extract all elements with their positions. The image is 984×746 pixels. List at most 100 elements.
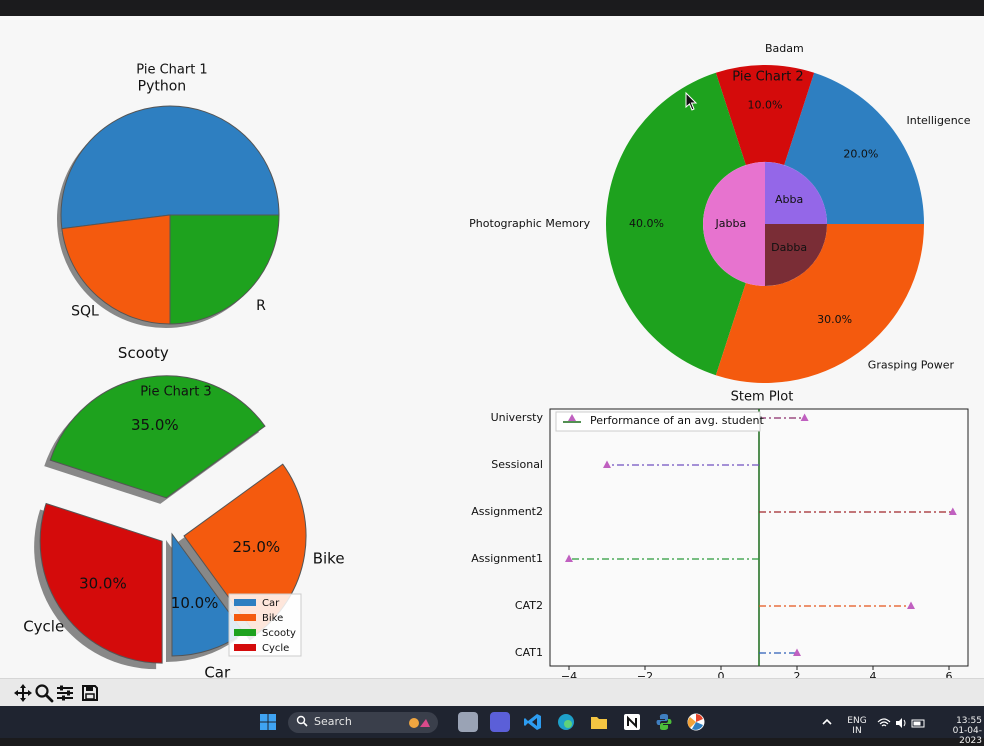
pie2-pct-photographic-memory: 40.0% <box>629 217 664 230</box>
search-highlight-icon <box>409 718 430 728</box>
stem-ytick-assignment1: Assignment1 <box>471 552 543 565</box>
pie2-label-badam: Badam <box>765 42 804 55</box>
pie3-wedge-cycle <box>39 502 163 664</box>
pie2-outer-wedge-photographic-memory <box>606 72 746 376</box>
python-icon[interactable] <box>654 712 674 732</box>
screen: Python SQL R Pie Chart 1 20.0% Intelligence 10… <box>0 16 984 706</box>
notion-icon[interactable] <box>622 712 642 732</box>
edge-icon[interactable] <box>556 712 576 732</box>
figure-canvas: Python SQL R Pie Chart 1 20.0% Intelligence 10… <box>23 42 971 678</box>
stem-marker-assignment2 <box>948 507 957 515</box>
pie3-legend-label-cycle: Cycle <box>262 643 289 654</box>
pie2-outer-wedge-grasping-power <box>715 224 924 383</box>
mouse-cursor-icon <box>685 91 698 111</box>
stem-marker-cat2 <box>907 601 915 609</box>
stem-title: Stem Plot <box>731 390 794 405</box>
system-tray-icons[interactable] <box>876 715 928 729</box>
pie2-outer-wedge-badam <box>715 64 815 166</box>
pie2-label-intelligence: Intelligence <box>906 114 970 127</box>
stem-xtick-label: −4 <box>561 670 577 678</box>
start-icon[interactable] <box>258 712 278 732</box>
stem-marker-assignment1 <box>565 554 573 562</box>
pie1-label-r: R <box>256 298 266 314</box>
pie3-pct-bike: 25.0% <box>233 538 281 556</box>
language-code: ENG <box>847 716 867 726</box>
pie1-wedge-python <box>60 105 280 230</box>
pie3-wedge-scooty <box>49 375 266 499</box>
pie2-pct-intelligence: 20.0% <box>843 147 878 160</box>
chevron-up-icon[interactable] <box>820 714 834 728</box>
file-explorer-icon[interactable] <box>589 712 609 732</box>
stem-ytick-sessional: Sessional <box>491 458 543 471</box>
pie3-legend-swatch-car <box>234 599 256 606</box>
pie2-outer-wedge-intelligence <box>784 72 924 224</box>
pie2-pct-grasping-power: 30.0% <box>817 313 852 326</box>
pie3-label-car: Car <box>204 664 231 678</box>
pie3-title: Pie Chart 3 <box>140 385 211 400</box>
pie2-pct-badam: 10.0% <box>748 99 783 112</box>
pie1-wedge-sql <box>61 214 171 325</box>
zoom-icon[interactable] <box>34 683 54 703</box>
pie2-label-photographic-memory: Photographic Memory <box>469 217 590 230</box>
matplotlib-figure: Python SQL R Pie Chart 1 20.0% Intelligence 10… <box>0 16 984 678</box>
pie3-pct-cycle: 30.0% <box>79 575 127 593</box>
configure-icon[interactable] <box>55 683 75 703</box>
stem-xtick-label: 0 <box>718 670 725 678</box>
clock-time: 13:55 <box>956 716 982 726</box>
pie2-inner-label-dabba: Dabba <box>771 241 807 254</box>
region-code: IN <box>852 726 862 736</box>
pie1-label-sql: SQL <box>71 303 99 319</box>
pie1-wedge-r <box>169 214 280 325</box>
stem-legend: Performance of an avg. student <box>555 411 764 432</box>
pie3-legend-label-car: Car <box>262 598 280 609</box>
vscode-icon[interactable] <box>523 712 543 732</box>
task-view-icon[interactable] <box>458 712 478 732</box>
save-icon[interactable] <box>80 683 100 703</box>
stem-legend-marker <box>568 414 576 421</box>
pie2-inner-label-abba: Abba <box>775 193 803 206</box>
pie3-legend-label-scooty: Scooty <box>262 628 296 639</box>
pie3-pct-car: 10.0% <box>171 594 219 612</box>
pie1-title: Pie Chart 1 <box>136 63 207 78</box>
stem-marker-cat1 <box>793 648 801 656</box>
pie3-legend-label-bike: Bike <box>262 613 283 624</box>
pie2-inner-wedge-jabba <box>703 162 765 286</box>
stem-xtick-label: 2 <box>794 670 801 678</box>
language-indicator[interactable]: ENG IN <box>846 716 868 736</box>
pie3-legend-swatch-cycle <box>234 644 256 651</box>
stem-legend-label: Performance of an avg. student <box>590 414 764 427</box>
taskbar-search[interactable]: Search <box>288 712 438 733</box>
pie2-inner-wedge-abba <box>765 162 827 224</box>
pie2-label-grasping-power: Grasping Power <box>868 358 955 371</box>
stem-ytick-assignment2: Assignment2 <box>471 505 543 518</box>
pie1-label-python: Python <box>138 79 187 95</box>
search-label: Search <box>314 715 352 728</box>
stem-ytick-cat1: CAT1 <box>515 646 543 659</box>
stem-legend-box <box>555 411 761 432</box>
pan-icon[interactable] <box>13 683 33 703</box>
matplotlib-app-icon[interactable] <box>686 712 706 732</box>
stem-xtick-label: −2 <box>637 670 653 678</box>
pie2-inner-label-jabba: Jabba <box>715 217 747 230</box>
clock-date: 01-04-2023 <box>952 726 982 746</box>
stem-xtick-label: 6 <box>946 670 953 678</box>
clock[interactable]: 13:55 01-04-2023 <box>936 716 982 746</box>
stem-marker-sessional <box>603 460 611 468</box>
stem-ytick-universty: Universty <box>491 411 544 424</box>
pie3-legend-swatch-scooty <box>234 629 256 636</box>
pie2-inner-wedge-dabba <box>765 224 827 286</box>
stem-ytick-cat2: CAT2 <box>515 599 543 612</box>
taskbar: Search ENG IN 13:55 01-04-2023 <box>0 706 984 746</box>
pie3-legend-swatch-bike <box>234 614 256 621</box>
pie3-pct-scooty: 35.0% <box>131 416 179 434</box>
pie3-label-bike: Bike <box>313 549 345 567</box>
pie3-label-cycle: Cycle <box>23 618 64 636</box>
chat-icon[interactable] <box>490 712 510 732</box>
pie3-label-scooty: Scooty <box>118 344 169 362</box>
stem-xtick-label: 4 <box>870 670 877 678</box>
stem-marker-universty <box>800 413 809 421</box>
pie3-legend: Car Bike Scooty Cycle <box>228 593 302 657</box>
search-icon <box>296 715 308 727</box>
pie2-title: Pie Chart 2 <box>732 70 803 85</box>
figure-toolbar <box>0 678 984 706</box>
